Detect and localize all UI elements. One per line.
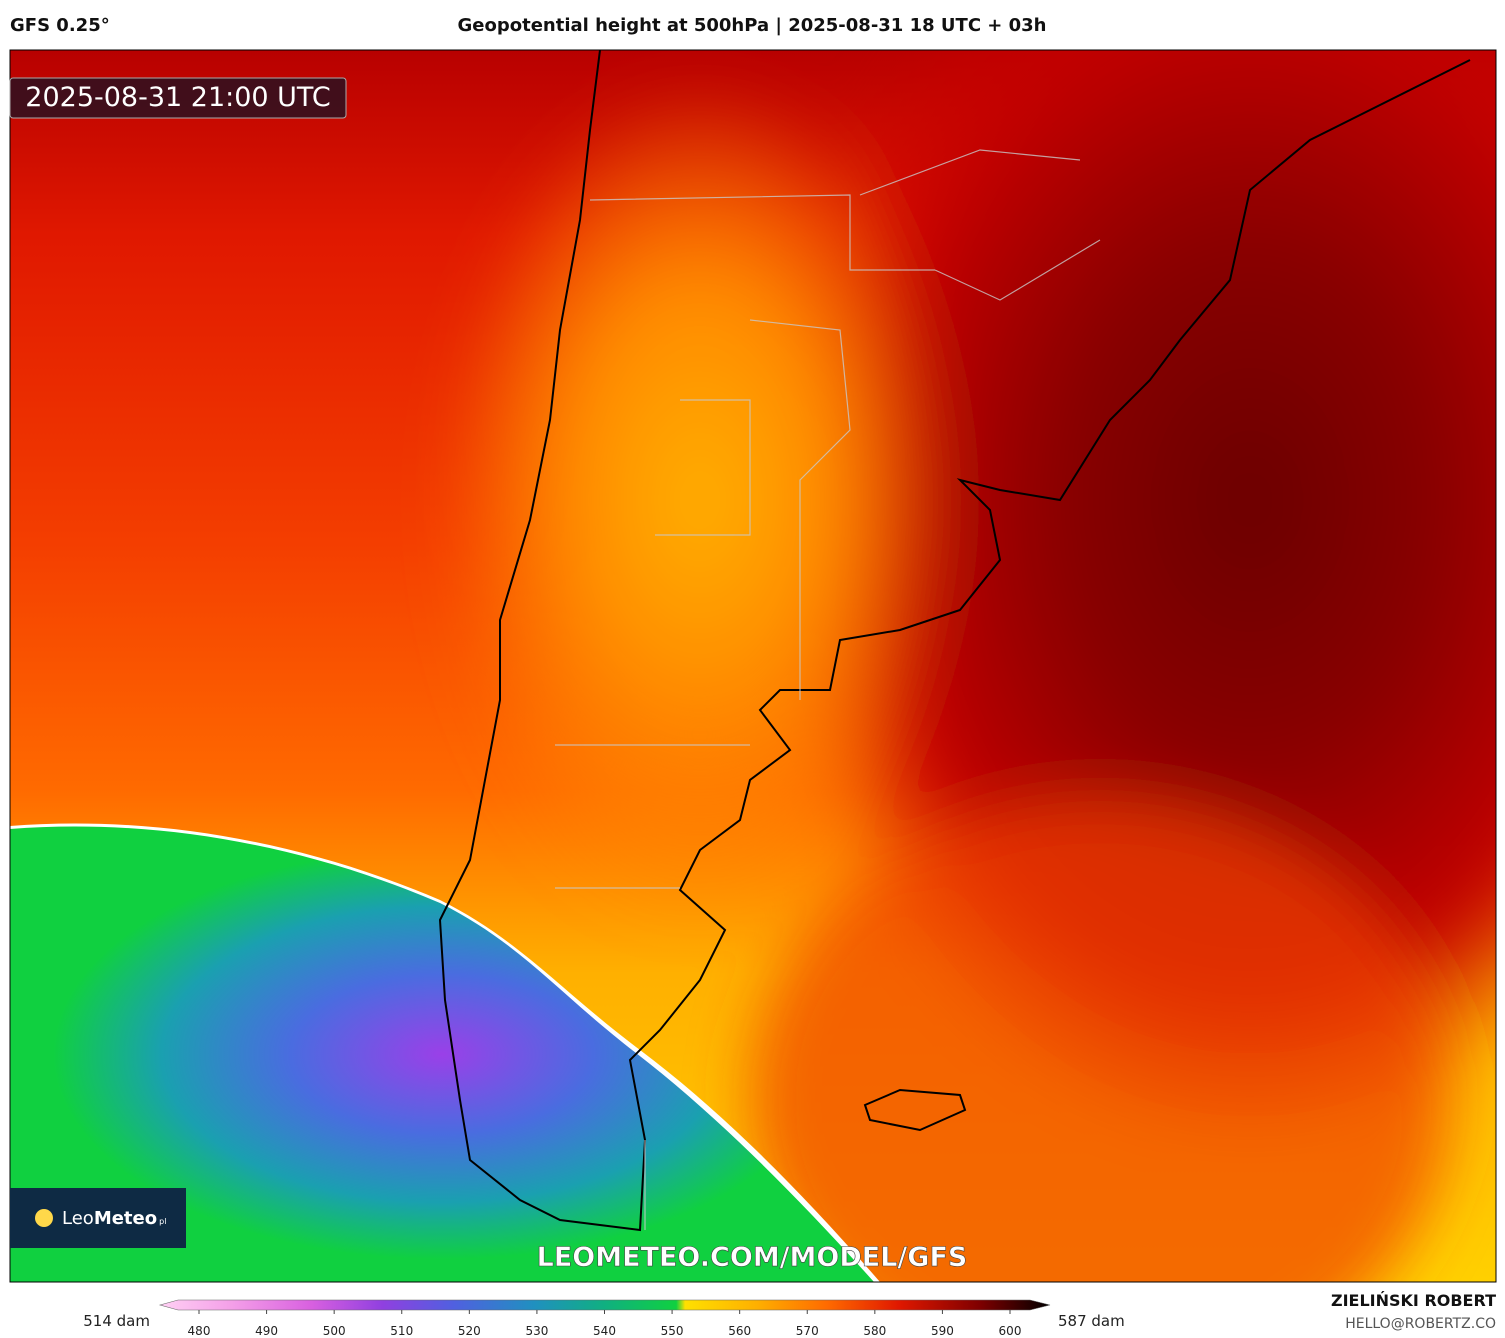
contact: HELLO@ROBERTZ.CO (1345, 1316, 1496, 1332)
height-field (10, 50, 1496, 1282)
logo-part: Leo (62, 1208, 94, 1229)
colorbar-tick-label: 570 (796, 1324, 819, 1338)
map-title: Geopotential height at 500hPa | 2025-08-… (457, 15, 1046, 36)
colorbar-tick-label: 560 (728, 1324, 751, 1338)
colorbar-ticks: 480 490 500 510 520 530 540 550 560 570 580 590 600 (188, 1310, 1022, 1338)
logo-sun (35, 1209, 53, 1227)
colorbar-tick-label: 550 (661, 1324, 684, 1338)
colorbar-tick-label: 540 (593, 1324, 616, 1338)
watermark: LEOMETEO.COM/MODEL/GFS (537, 1242, 968, 1273)
colorbar-tick-label: 490 (255, 1324, 278, 1338)
colorbar-min-label: 514 dam (83, 1312, 150, 1330)
colorbar-tick-label: 480 (188, 1324, 211, 1338)
colorbar-tick-label: 500 (323, 1324, 346, 1338)
map-frame (9, 49, 1497, 1283)
timestamp-box (9, 77, 347, 119)
colorbar-max-label: 587 dam (1058, 1312, 1125, 1330)
logo-suffix: pl (159, 1217, 166, 1226)
colorbar-tick-label: 590 (931, 1324, 954, 1338)
model-label: GFS 0.25° (10, 15, 110, 36)
colorbar-tick-label: 510 (390, 1324, 413, 1338)
colorbar-tick-label: 530 (525, 1324, 548, 1338)
author: ZIELIŃSKI ROBERT (1331, 1291, 1496, 1310)
colorbar-tick-label: 580 (863, 1324, 886, 1338)
colorbar (158, 1299, 1051, 1311)
logo: LeoMeteo pl (62, 1208, 166, 1229)
colorbar-tick-label: 520 (458, 1324, 481, 1338)
logo-part: Meteo (94, 1208, 157, 1229)
timestamp: 2025-08-31 21:00 UTC (25, 82, 330, 113)
colorbar-tick-label: 600 (999, 1324, 1022, 1338)
